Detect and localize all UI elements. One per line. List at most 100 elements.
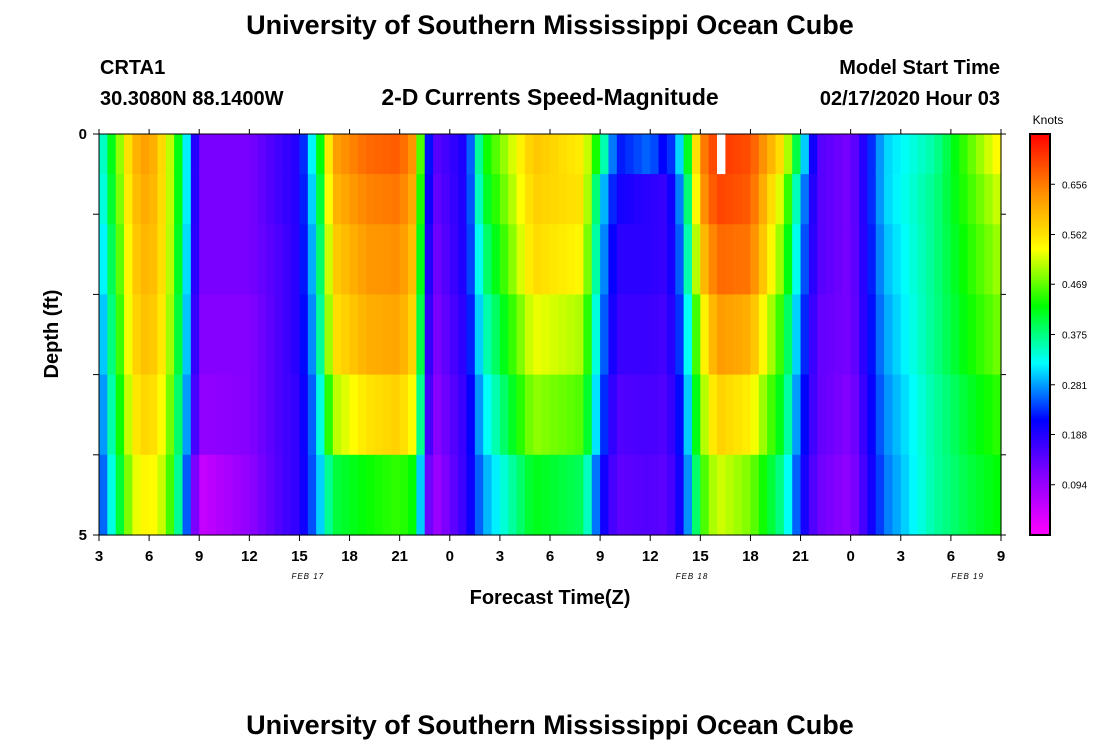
heatmap-cell (700, 454, 710, 536)
heatmap-cell (382, 374, 392, 456)
heatmap-cell (149, 454, 159, 536)
heatmap-cell (934, 174, 944, 225)
heatmap-cell (575, 174, 585, 225)
heatmap-cell (483, 134, 493, 175)
heatmap-cell (224, 224, 234, 295)
heatmap-cell (825, 454, 835, 536)
heatmap-cell (650, 134, 660, 175)
heatmap-cell (833, 454, 843, 536)
heatmap-cell (115, 134, 125, 175)
heatmap-cell (107, 134, 117, 175)
heatmap-cell (808, 374, 818, 456)
x-tick-label: 12 (642, 548, 659, 565)
heatmap-cell (691, 174, 701, 225)
heatmap-cell (767, 224, 777, 295)
heatmap-cell (775, 174, 785, 225)
heatmap-cell (165, 374, 175, 456)
heatmap-cell (266, 224, 275, 295)
heatmap-cell (165, 134, 175, 175)
heatmap-cell (282, 134, 292, 175)
heatmap-cell (332, 224, 342, 295)
heatmap-cell (408, 134, 417, 175)
heatmap-cell (307, 374, 317, 456)
heatmap-cell (700, 134, 710, 175)
heatmap-cell (366, 224, 376, 295)
heatmap-cell (382, 134, 392, 175)
heatmap-cell (508, 454, 518, 536)
heatmap-cell (975, 134, 985, 175)
heatmap-cell (992, 134, 1002, 175)
heatmap-cell (533, 134, 543, 175)
heatmap-cell (299, 134, 309, 175)
heatmap-cell (975, 294, 985, 376)
heatmap-cell (959, 454, 969, 536)
heatmap-cell (324, 174, 334, 225)
heatmap-cell (257, 454, 267, 536)
heatmap-cell (558, 294, 568, 376)
heatmap-cell (950, 174, 960, 225)
heatmap-cell (508, 224, 518, 295)
heatmap-cell (833, 134, 843, 175)
heatmap-cell (232, 374, 242, 456)
heatmap-cell (324, 294, 334, 376)
heatmap-cell (449, 174, 459, 225)
heatmap-cell (274, 174, 284, 225)
heatmap-cell (324, 454, 334, 536)
date-label: FEB 19 (951, 572, 984, 581)
heatmap-cell (616, 224, 626, 295)
heatmap-cell (984, 454, 994, 536)
heatmap-cell (666, 294, 676, 376)
colorbar-tick-label: 0.375 (1062, 331, 1087, 342)
heatmap-cell (499, 454, 509, 536)
heatmap-cell (917, 454, 927, 536)
heatmap-cell (391, 294, 401, 376)
heatmap-cell (107, 454, 117, 536)
heatmap-cell (575, 294, 585, 376)
heatmap-cell (783, 134, 793, 175)
heatmap-cell (207, 454, 217, 536)
heatmap-cell (750, 374, 760, 456)
heatmap-cell (750, 134, 760, 175)
heatmap-cell (357, 374, 367, 456)
heatmap-cell (491, 294, 501, 376)
heatmap-cell (282, 174, 292, 225)
heatmap-cell (767, 294, 777, 376)
heatmap-cell (558, 224, 568, 295)
heatmap-cell (533, 454, 543, 536)
heatmap-cell (107, 224, 117, 295)
heatmap-cell (892, 374, 902, 456)
heatmap-cell (199, 454, 209, 536)
heatmap-cell (132, 174, 142, 225)
heatmap-cell (240, 174, 250, 225)
heatmap-cell (633, 294, 643, 376)
heatmap-cell (408, 224, 417, 295)
heatmap-cell (742, 174, 752, 225)
heatmap-cell (859, 454, 868, 536)
heatmap-cell (366, 294, 376, 376)
heatmap-cell (157, 174, 167, 225)
heatmap-cell (817, 294, 827, 376)
heatmap-cell (424, 134, 434, 175)
heatmap-cell (524, 174, 534, 225)
x-tick-label: 18 (341, 548, 358, 565)
heatmap-cell (591, 174, 601, 225)
heatmap-cell (850, 454, 860, 536)
heatmap-cell (332, 294, 342, 376)
heatmap-cell (140, 224, 150, 295)
date-label: FEB 17 (291, 572, 324, 581)
heatmap-cell (399, 224, 409, 295)
heatmap-cell (758, 294, 768, 376)
heatmap-cell (909, 224, 919, 295)
heatmap-cell (433, 374, 443, 456)
heatmap-cell (641, 454, 651, 536)
heatmap-cell (859, 224, 868, 295)
heatmap-cell (99, 174, 108, 225)
heatmap-cell (750, 454, 760, 536)
heatmap-cell (725, 294, 735, 376)
heatmap-cell (666, 134, 676, 175)
heatmap-cell (524, 374, 534, 456)
heatmap-cell (524, 454, 534, 536)
heatmap-cell (959, 174, 969, 225)
heatmap-cell (558, 134, 568, 175)
heatmap-cell (224, 374, 234, 456)
